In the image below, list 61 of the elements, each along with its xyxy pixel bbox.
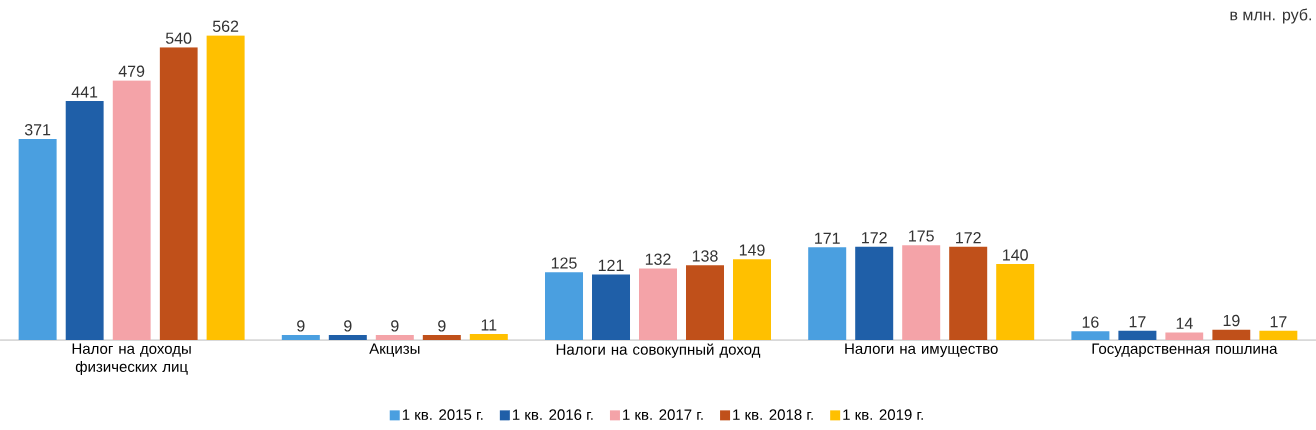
legend-label: 1 кв. 2019 г. [843, 409, 923, 420]
bar [686, 265, 725, 340]
bar [949, 246, 988, 340]
data-label: 125 [551, 257, 577, 269]
bar [375, 335, 414, 340]
data-label: 16 [1082, 316, 1099, 328]
data-label: 19 [1223, 314, 1240, 327]
legend-label: 1 кв. 2016 г. [512, 409, 593, 420]
legend-label: 1 кв. 2015 г. [402, 409, 483, 420]
data-label: 121 [598, 259, 624, 271]
data-label: 138 [692, 250, 718, 262]
data-label: 562 [212, 20, 239, 32]
x-tick-label: Государственная пошлина [1092, 343, 1278, 357]
data-label: 14 [1176, 317, 1193, 329]
data-label: 9 [297, 320, 305, 332]
bar [1071, 331, 1110, 340]
bar [592, 274, 631, 340]
bar [281, 335, 320, 340]
data-label: 17 [1129, 316, 1146, 328]
x-tick-label: Налоги на совокупный доход [556, 343, 761, 358]
bar [1118, 330, 1157, 340]
data-label: 17 [1270, 316, 1287, 328]
data-label: 172 [862, 232, 887, 244]
bar [855, 246, 894, 340]
x-tick-label: Налоги на имущество [845, 343, 998, 357]
text: в млн. руб. [1230, 8, 1311, 24]
bar [639, 268, 678, 340]
bar [545, 272, 584, 340]
bar [65, 101, 104, 340]
x-tick-label: Акцизы [369, 343, 420, 357]
legend-label: 1 кв. 2017 г. [623, 409, 703, 420]
data-label: 9 [344, 320, 352, 332]
bar [112, 80, 151, 340]
data-label: 540 [165, 32, 192, 44]
x-tick-label: Налог на доходы физических лиц [72, 343, 191, 375]
bar [1259, 330, 1298, 340]
legend-label: 1 кв. 2018 г. [733, 409, 813, 420]
data-label: 9 [391, 320, 399, 332]
data-label: 132 [645, 253, 671, 265]
bar [206, 35, 245, 340]
data-label: 371 [24, 124, 51, 136]
bar [18, 138, 57, 340]
data-label: 149 [739, 244, 765, 256]
data-label: 9 [438, 320, 446, 332]
bar [902, 245, 941, 340]
data-label: 175 [909, 230, 934, 242]
data-label: 140 [1003, 249, 1028, 261]
bar [1212, 329, 1251, 340]
bar [733, 259, 771, 340]
data-label: 11 [481, 319, 497, 331]
bar [328, 335, 367, 340]
data-label: 172 [956, 232, 981, 244]
data-label: 479 [118, 65, 145, 77]
data-label: 171 [815, 232, 840, 244]
bar [1165, 332, 1204, 340]
bar [996, 264, 1035, 340]
bar [808, 247, 847, 340]
data-label: 441 [71, 86, 98, 98]
bar [469, 334, 508, 340]
bar [422, 335, 461, 340]
bar [159, 47, 198, 340]
